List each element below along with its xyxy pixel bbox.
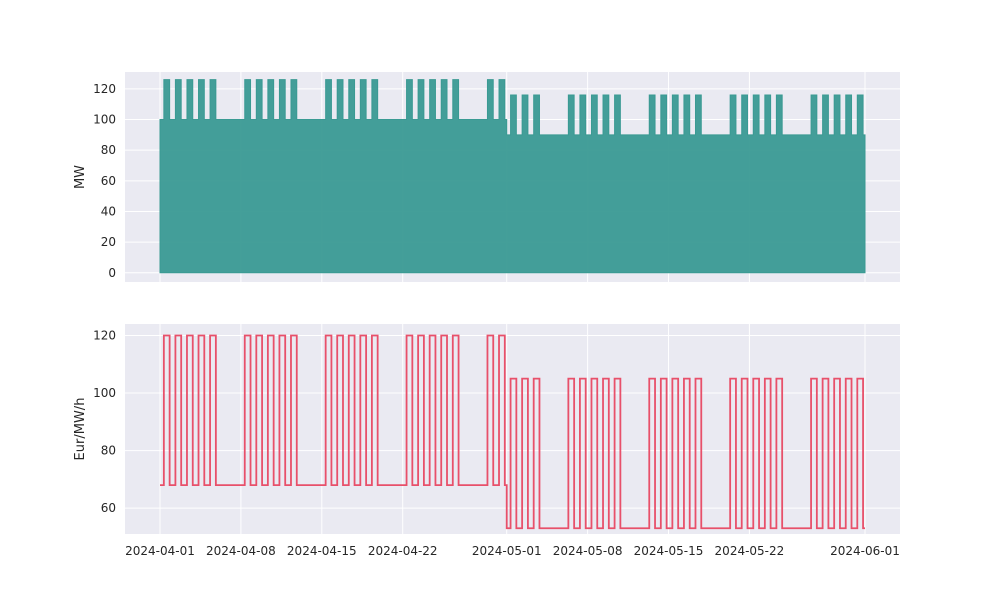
x-tick-label: 2024-05-01	[472, 544, 542, 558]
x-axis-tick-labels: 2024-04-01 2024-04-08 2024-04-15 2024-04-22…	[125, 544, 900, 558]
price-y-ticks: 60 80 100 120	[93, 329, 116, 516]
power-y-ticks: 0 20 40 60 80 100 120	[93, 82, 116, 280]
power-y-axis-label: MW	[73, 165, 88, 189]
y-tick-label: 120	[93, 329, 116, 343]
x-tick-label: 2024-04-01	[125, 544, 195, 558]
x-tick-label: 2024-05-15	[634, 544, 704, 558]
price-y-axis-label: Eur/MW/h	[73, 398, 88, 461]
x-tick-label: 2024-04-08	[206, 544, 276, 558]
y-tick-label: 100	[93, 113, 116, 127]
y-tick-label: 0	[108, 266, 116, 280]
x-tick-label: 2024-05-22	[715, 544, 785, 558]
power-area	[159, 79, 866, 274]
x-tick-label: 2024-04-15	[287, 544, 357, 558]
price-chart-panel: 60 80 100 120 Eur/MW/h 2024-04-01 2024-04-08…	[73, 324, 900, 558]
y-tick-label: 100	[93, 386, 116, 400]
y-tick-label: 80	[101, 444, 116, 458]
y-tick-label: 80	[101, 143, 116, 157]
price-line	[160, 334, 865, 530]
x-tick-label: 2024-06-01	[830, 544, 900, 558]
y-tick-label: 120	[93, 82, 116, 96]
price-series	[160, 334, 865, 530]
y-tick-label: 20	[101, 235, 116, 249]
y-tick-label: 60	[101, 174, 116, 188]
x-tick-label: 2024-05-08	[553, 544, 623, 558]
y-tick-label: 60	[101, 501, 116, 515]
y-tick-label: 40	[101, 204, 116, 218]
power-series	[159, 79, 866, 274]
power-chart-panel: 0 20 40 60 80 100 120 MW	[73, 72, 900, 282]
x-tick-label: 2024-04-22	[368, 544, 438, 558]
